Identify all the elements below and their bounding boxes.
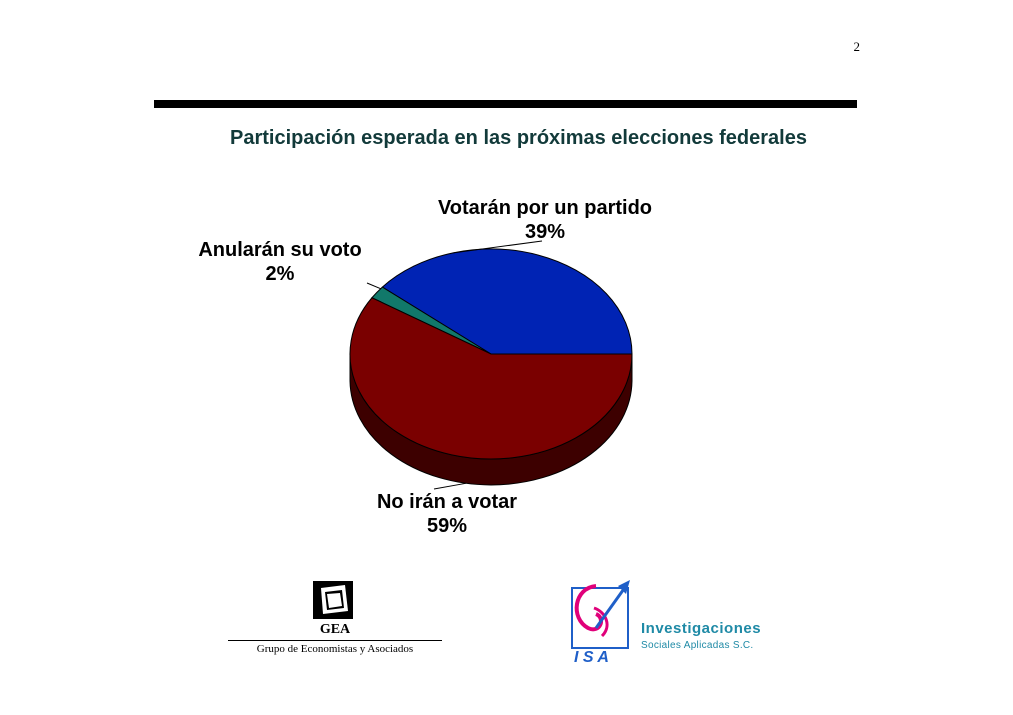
label-no-votaran-name: No irán a votar bbox=[376, 491, 518, 513]
gea-name: GEA bbox=[319, 622, 351, 637]
gea-rule bbox=[228, 640, 442, 641]
leader-line-no-votaran bbox=[433, 482, 466, 490]
pie-slice-no-votaran bbox=[349, 297, 633, 460]
gea-subtitle: Grupo de Economistas y Asociados bbox=[256, 643, 414, 655]
leader-line-anularan bbox=[366, 282, 381, 290]
gea-logo-icon bbox=[313, 581, 353, 619]
label-votaran: Votarán por un partido 39% bbox=[412, 196, 678, 244]
isa-letters: I S A bbox=[574, 649, 609, 666]
header-rule bbox=[154, 100, 857, 108]
label-votaran-name: Votarán por un partido bbox=[437, 197, 653, 219]
page-number: 2 bbox=[853, 39, 861, 54]
isa-logo-icon: I S A bbox=[571, 580, 630, 666]
label-votaran-value: 39% bbox=[524, 221, 566, 243]
pie-slice-votaran bbox=[381, 248, 633, 355]
label-no-votaran-value: 59% bbox=[426, 515, 468, 537]
leader-line-votaran bbox=[452, 240, 543, 254]
label-anularan-name: Anularán su voto bbox=[198, 239, 362, 261]
label-no-votaran: No irán a votar 59% bbox=[338, 490, 556, 538]
label-anularan: Anularán su voto 2% bbox=[180, 238, 380, 286]
isa-name: Investigaciones bbox=[641, 620, 762, 637]
label-anularan-value: 2% bbox=[265, 263, 295, 285]
isa-subtitle: Sociales Aplicadas S.C. bbox=[641, 640, 754, 651]
chart-title: Participación esperada en las próximas e… bbox=[230, 127, 807, 149]
